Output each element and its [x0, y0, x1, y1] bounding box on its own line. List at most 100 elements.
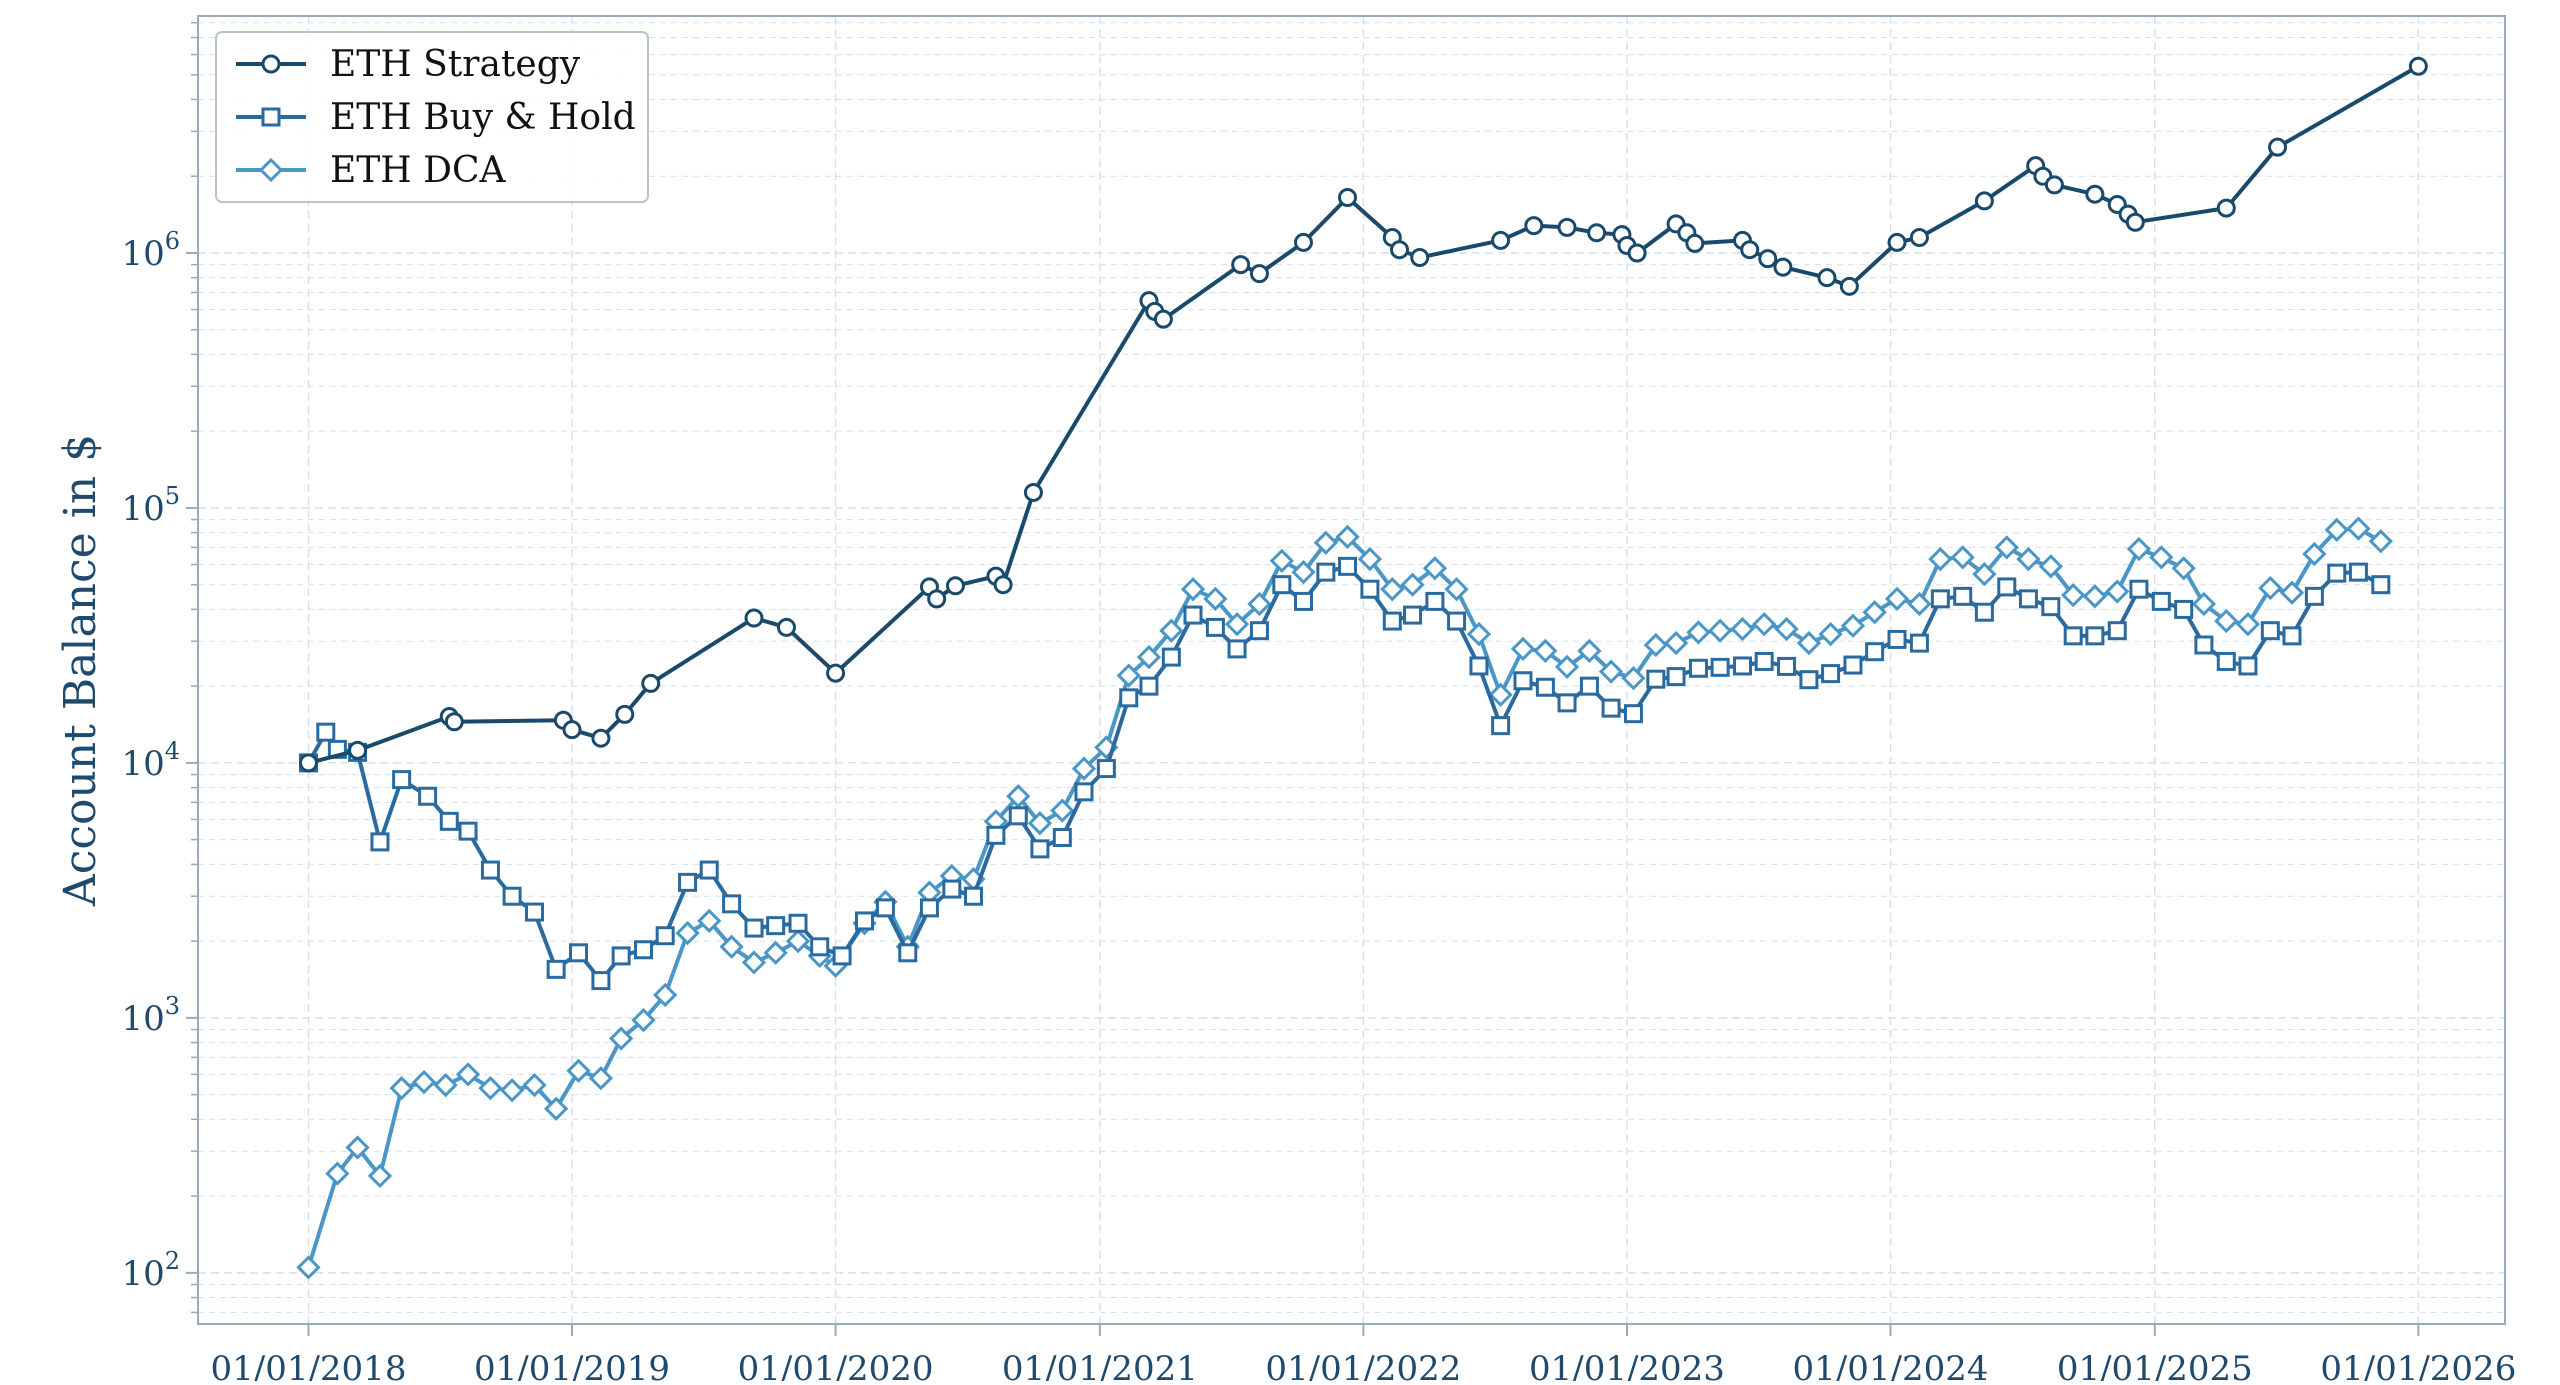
data-point: [1447, 611, 1467, 631]
legend-label: ETH Strategy: [330, 44, 581, 85]
data-point: [1205, 617, 1225, 637]
data-point: [1027, 811, 1053, 836]
y-tick-label: 105: [121, 482, 180, 529]
data-point: [942, 879, 962, 899]
data-point: [832, 946, 852, 966]
data-point: [1293, 232, 1313, 252]
data-point: [1247, 591, 1272, 617]
data-point: [1291, 560, 1316, 585]
data-point: [1928, 546, 1953, 572]
data-point: [544, 1096, 569, 1121]
data-point: [1601, 698, 1621, 718]
data-point: [1707, 618, 1733, 643]
data-point: [675, 920, 700, 946]
data-point: [1554, 654, 1580, 680]
data-point: [569, 943, 589, 963]
data-point: [1909, 633, 1929, 653]
series-layer: [296, 56, 2428, 1280]
data-point: [927, 589, 947, 609]
data-point: [1161, 647, 1181, 667]
data-point: [1425, 591, 1445, 611]
data-point: [1758, 249, 1778, 269]
x-tick-label: 01/01/2018: [210, 1349, 406, 1381]
data-point: [1231, 255, 1251, 275]
data-point: [1316, 562, 1336, 582]
data-point: [296, 1255, 321, 1280]
data-point: [1153, 309, 1173, 329]
data-point: [1159, 618, 1184, 643]
data-point: [1646, 669, 1666, 689]
data-point: [1357, 546, 1383, 572]
data-point: [348, 740, 368, 760]
data-point: [1249, 621, 1269, 641]
data-point: [993, 575, 1013, 595]
data-point: [2258, 575, 2283, 601]
data-point: [1469, 656, 1489, 676]
data-point: [1887, 629, 1907, 649]
data-point: [522, 1072, 547, 1098]
data-point: [785, 928, 811, 954]
data-point: [591, 971, 611, 991]
data-point: [2018, 589, 2038, 609]
data-point: [1008, 806, 1028, 826]
data-point: [1335, 524, 1360, 550]
data-point: [2129, 579, 2149, 599]
data-point: [2107, 621, 2127, 641]
data-point: [1907, 591, 1932, 617]
data-point: [1774, 616, 1799, 642]
data-point: [1732, 656, 1752, 676]
data-point: [776, 617, 796, 637]
legend: ETH Strategy ETH Buy & Hold ETH DCA: [215, 31, 649, 203]
y-tick-label: 102: [121, 1247, 180, 1294]
data-point: [678, 872, 698, 892]
data-point: [1818, 621, 1843, 647]
data-point: [1338, 556, 1358, 576]
data-point: [1422, 556, 1448, 581]
data-point: [1403, 605, 1423, 625]
data-point: [1862, 600, 1887, 625]
data-point: [392, 770, 412, 790]
data-point: [634, 940, 654, 960]
data-point: [411, 1069, 437, 1095]
data-point: [1139, 676, 1159, 696]
data-point: [1796, 630, 1822, 656]
data-point: [2279, 580, 2305, 605]
data-point: [653, 982, 678, 1008]
data-point: [480, 860, 500, 880]
data-point: [1510, 636, 1536, 662]
data-point: [1740, 240, 1760, 260]
plot-frame: [197, 15, 2506, 1325]
data-point: [2214, 608, 2239, 634]
data-point: [433, 1072, 458, 1098]
data-point: [1598, 659, 1624, 684]
data-point: [2149, 545, 2174, 570]
data-point: [1777, 656, 1797, 676]
y-tick-label: 103: [121, 992, 180, 1039]
data-point: [1666, 667, 1686, 687]
data-point: [1557, 217, 1577, 237]
data-point: [2238, 656, 2258, 676]
data-point: [1730, 616, 1755, 642]
data-point: [2063, 626, 2083, 646]
legend-items: ETH Strategy ETH Buy & Hold ETH DCA: [236, 44, 636, 191]
data-point: [2216, 651, 2236, 671]
x-tick-label: 01/01/2023: [1529, 1349, 1725, 1381]
data-point: [1052, 827, 1072, 847]
data-point: [2041, 597, 2061, 617]
data-point: [2324, 517, 2349, 543]
data-point: [1627, 243, 1647, 263]
data-point: [1688, 658, 1708, 678]
x-tick-label: 01/01/2024: [1793, 1349, 1989, 1381]
data-point: [1643, 632, 1668, 658]
data-point: [1491, 230, 1511, 250]
data-point: [1030, 839, 1050, 859]
data-point: [2151, 591, 2171, 611]
data-point: [1623, 704, 1643, 724]
data-point: [458, 821, 478, 841]
data-point: [1466, 621, 1492, 647]
data-point: [744, 918, 764, 938]
data-point: [2016, 546, 2041, 572]
data-point: [502, 886, 522, 906]
data-point: [1909, 227, 1929, 247]
